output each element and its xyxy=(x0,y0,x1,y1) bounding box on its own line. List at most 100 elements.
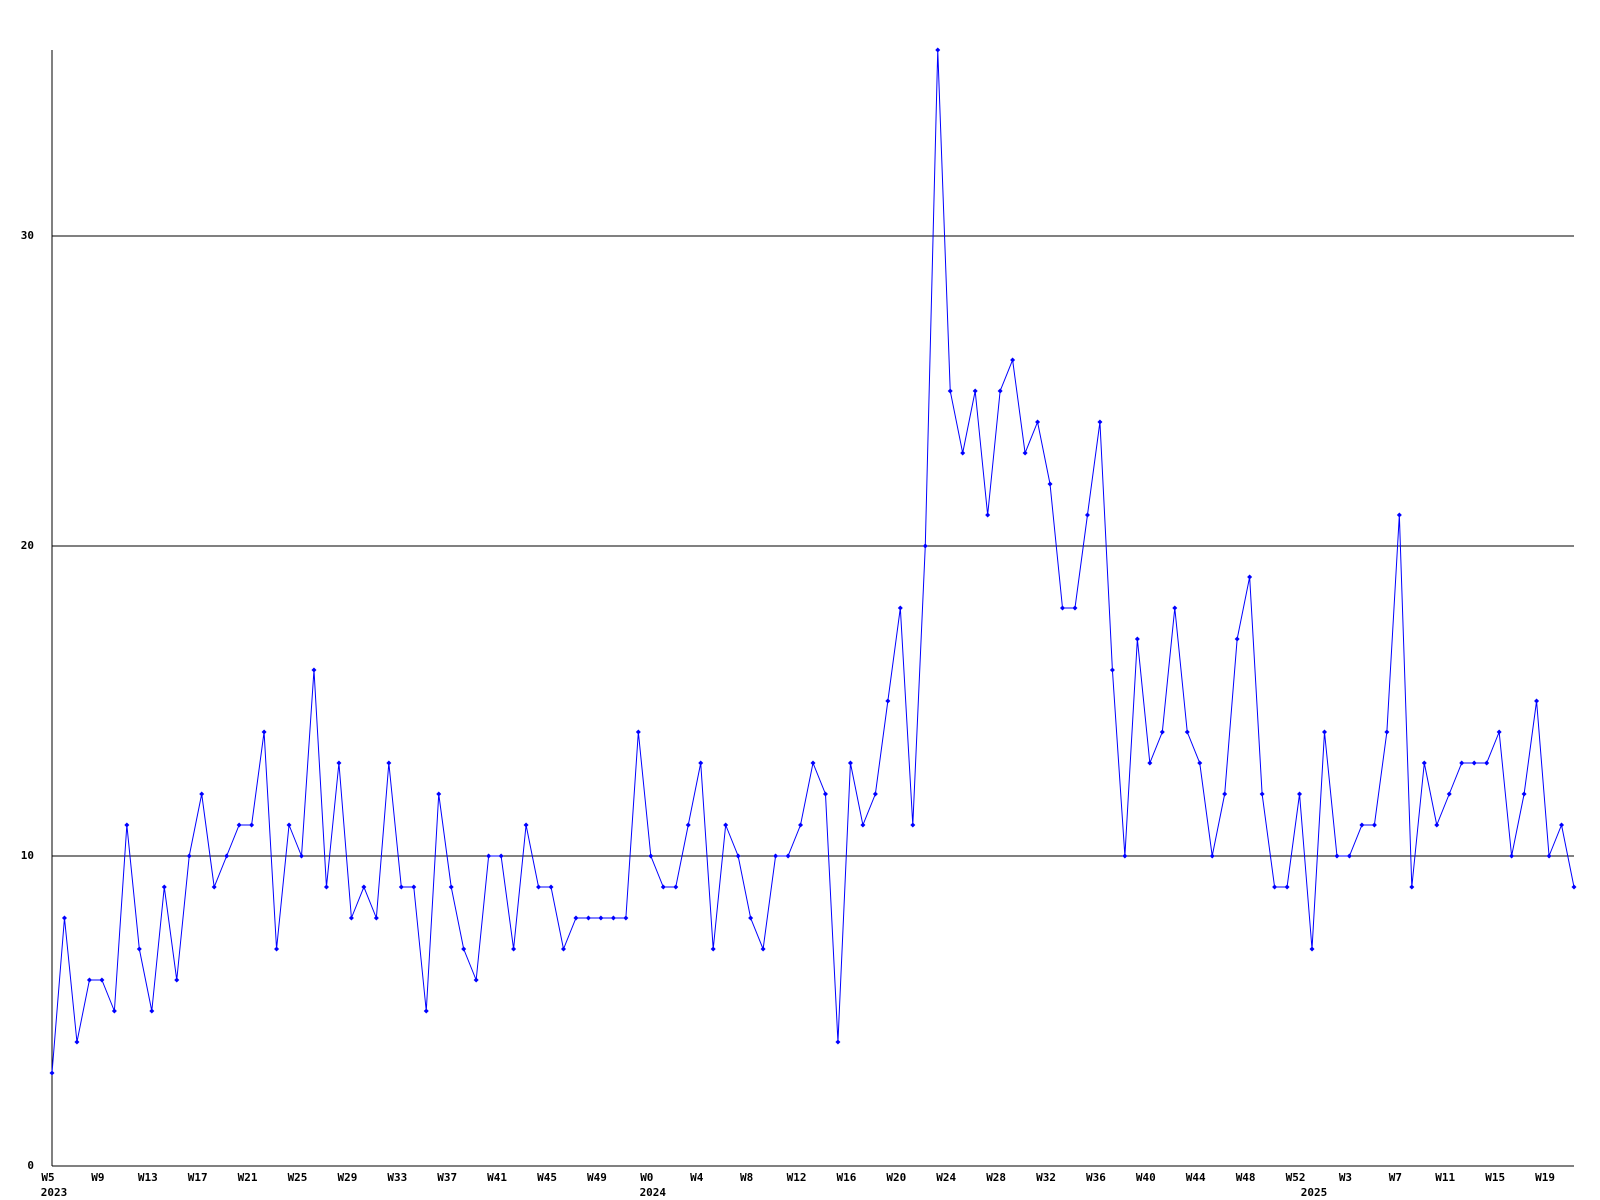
x-tick-label: W19 xyxy=(1535,1171,1555,1184)
data-point xyxy=(1396,512,1402,518)
data-point xyxy=(1184,729,1190,735)
data-point xyxy=(1359,822,1365,828)
data-point xyxy=(348,915,354,921)
x-tick-label: W4 xyxy=(690,1171,704,1184)
x-tick-label: W0 xyxy=(640,1171,653,1184)
data-point xyxy=(1234,636,1240,642)
data-point xyxy=(161,884,167,890)
data-point xyxy=(1496,729,1502,735)
data-point xyxy=(1209,853,1215,859)
data-line xyxy=(51,49,1575,1074)
data-point xyxy=(635,729,641,735)
x-tick-label: W16 xyxy=(836,1171,856,1184)
data-point xyxy=(1297,791,1303,797)
data-point xyxy=(1072,605,1078,611)
x-tick-label: W11 xyxy=(1435,1171,1455,1184)
data-point xyxy=(1321,729,1327,735)
data-point xyxy=(648,853,654,859)
data-point xyxy=(99,977,105,983)
data-point xyxy=(1346,853,1352,859)
x-year-label: 2023 xyxy=(41,1186,68,1199)
data-point xyxy=(610,915,616,921)
data-point xyxy=(261,729,267,735)
x-tick-label: W41 xyxy=(487,1171,507,1184)
data-point xyxy=(798,822,804,828)
data-point xyxy=(685,822,691,828)
data-point xyxy=(186,853,192,859)
data-point xyxy=(1434,822,1440,828)
x-tick-label: W15 xyxy=(1485,1171,1505,1184)
data-point xyxy=(872,791,878,797)
data-point xyxy=(61,915,67,921)
data-point xyxy=(1159,729,1165,735)
x-tick-label: W45 xyxy=(537,1171,557,1184)
data-point xyxy=(1334,853,1340,859)
data-point xyxy=(1122,853,1128,859)
data-point xyxy=(1097,419,1103,425)
data-point xyxy=(785,853,791,859)
data-point xyxy=(398,884,404,890)
data-point xyxy=(211,884,217,890)
data-point xyxy=(1222,791,1228,797)
x-tick-label: W3 xyxy=(1339,1171,1352,1184)
data-point xyxy=(1022,450,1028,456)
x-tick-label: W29 xyxy=(337,1171,357,1184)
data-point xyxy=(773,853,779,859)
data-point xyxy=(573,915,579,921)
x-tick-label: W24 xyxy=(936,1171,956,1184)
x-tick-label: W49 xyxy=(587,1171,607,1184)
data-point xyxy=(411,884,417,890)
data-point xyxy=(560,946,566,952)
data-point xyxy=(985,512,991,518)
x-tick-label: W25 xyxy=(288,1171,308,1184)
y-tick-label: 10 xyxy=(21,849,34,862)
x-tick-label: W12 xyxy=(787,1171,807,1184)
data-point xyxy=(997,388,1003,394)
data-point xyxy=(373,915,379,921)
data-point xyxy=(1459,760,1465,766)
data-point xyxy=(174,977,180,983)
data-point xyxy=(710,946,716,952)
data-point xyxy=(1534,698,1540,704)
data-point xyxy=(835,1039,841,1045)
data-point xyxy=(311,667,317,673)
data-point xyxy=(473,977,479,983)
data-point xyxy=(1197,760,1203,766)
data-point xyxy=(1421,760,1427,766)
data-point xyxy=(136,946,142,952)
data-point xyxy=(1060,605,1066,611)
data-point xyxy=(249,822,255,828)
data-point xyxy=(236,822,242,828)
data-point xyxy=(1010,357,1016,363)
data-point xyxy=(286,822,292,828)
data-point xyxy=(1571,884,1577,890)
data-point xyxy=(274,946,280,952)
data-point xyxy=(810,760,816,766)
data-point xyxy=(299,853,305,859)
data-point xyxy=(885,698,891,704)
data-point xyxy=(860,822,866,828)
data-point xyxy=(585,915,591,921)
data-point xyxy=(1259,791,1265,797)
x-tick-label: W17 xyxy=(188,1171,208,1184)
y-tick-label: 20 xyxy=(21,539,34,552)
data-point xyxy=(86,977,92,983)
data-point xyxy=(224,853,230,859)
x-tick-label: W20 xyxy=(886,1171,906,1184)
x-tick-label: W32 xyxy=(1036,1171,1056,1184)
x-tick-label: W33 xyxy=(387,1171,407,1184)
data-point xyxy=(323,884,329,890)
x-tick-label: W37 xyxy=(437,1171,457,1184)
data-point xyxy=(1371,822,1377,828)
data-point xyxy=(461,946,467,952)
data-point xyxy=(1147,760,1153,766)
x-tick-label: W13 xyxy=(138,1171,158,1184)
data-point xyxy=(598,915,604,921)
data-point xyxy=(1446,791,1452,797)
y-tick-label: 30 xyxy=(21,229,34,242)
data-point xyxy=(548,884,554,890)
data-point xyxy=(960,450,966,456)
data-point xyxy=(361,884,367,890)
data-point xyxy=(935,47,941,53)
x-tick-label: W44 xyxy=(1186,1171,1206,1184)
